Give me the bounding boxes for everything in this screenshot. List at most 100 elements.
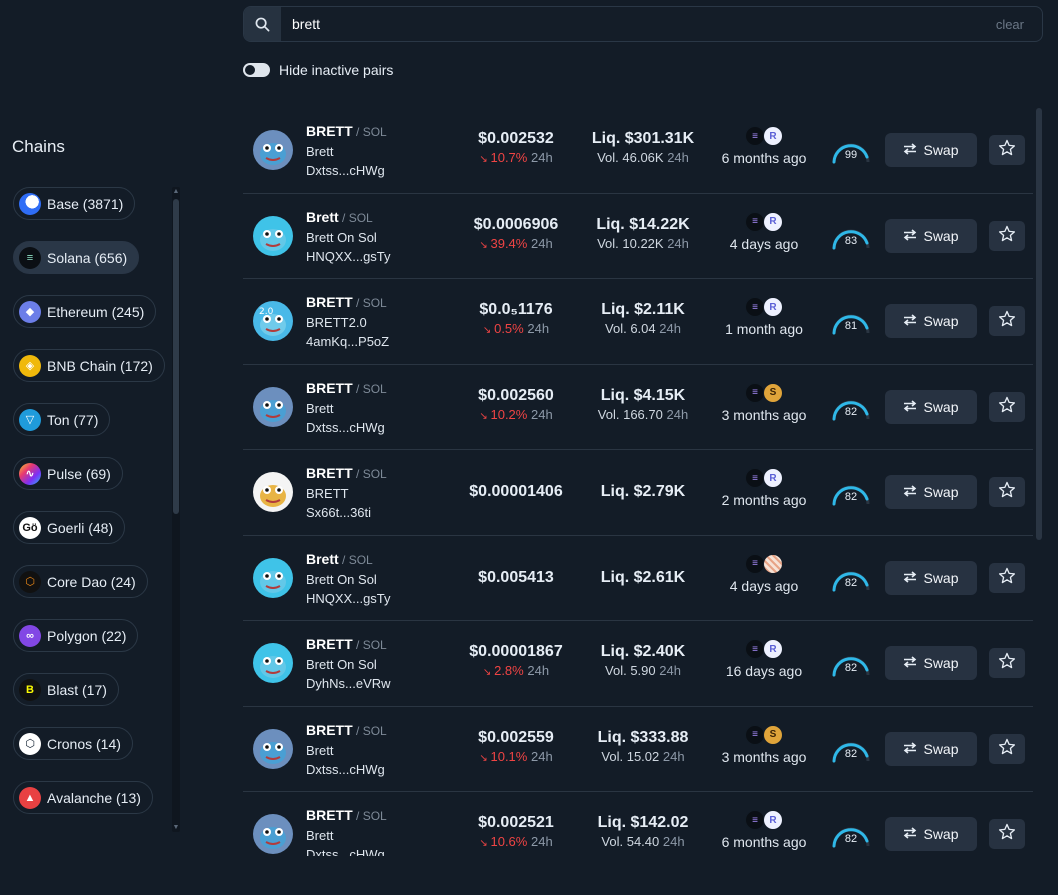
token-address[interactable]: Dxtss...cHWg [306,847,385,856]
price-change-value: 10.2% [490,406,528,422]
pair-row[interactable]: 2.0 BRETT / SOL BRETT2.0 4amKq...P5oZ $0.0₅1… [243,279,1033,365]
swap-button[interactable]: Swap [885,646,977,680]
sidebar-scrollbar[interactable]: ▲ ▼ [172,187,180,832]
price-value: $0.00001406 [469,483,563,500]
gauge-arc-icon [832,571,870,591]
volume-value: Vol. 46.06K [597,150,664,165]
gauge-arc-icon [832,143,870,164]
favorite-button[interactable] [989,733,1025,764]
quote-symbol: SOL [362,638,387,652]
pair-row[interactable]: Brett / SOL Brett On Sol HNQXX...gsTy $0.00… [243,536,1033,621]
solana-chain-icon: ≡ [745,553,765,574]
token-address[interactable]: Dxtss...cHWg [306,163,385,178]
swap-button[interactable]: Swap [885,218,977,253]
chain-chip[interactable]: ▽ Ton (77) [13,403,111,436]
token-info: BRETT / SOL BRETT2.0 4amKq...P5oZ [306,293,389,351]
favorite-button[interactable] [989,562,1025,593]
chain-chip[interactable]: ⬡ Cronos (14) [13,727,133,760]
pair-row[interactable]: BRETT / SOL BRETT Sx66t...36ti $0.00001406 L… [243,450,1033,536]
token-address[interactable]: Dxtss...cHWg [306,761,385,777]
chains-title: Chains [12,137,65,156]
token-info: BRETT / SOL Brett Dxtss...cHWg [306,379,387,437]
chain-chip[interactable]: ∞ Polygon (22) [13,619,139,652]
price-change: ↘ 10.6% 24h [451,834,581,849]
period-label: 24h [530,150,553,165]
chain-chip[interactable]: Gö Goerli (48) [13,511,126,544]
swap-button[interactable]: Swap [885,817,977,851]
period-label: 24h [667,150,689,165]
period-label: 24h [659,663,681,678]
pair-row[interactable]: Brett / SOL Brett On Sol HNQXX...gsTy $0.00… [243,194,1033,279]
chain-chip[interactable]: B Blast (17) [13,673,119,706]
cronos-icon: ⬡ [19,732,41,755]
liquidity-value: Liq. $301.31K [591,130,695,147]
chain-label: Pulse (69) [47,465,111,482]
token-address[interactable]: HNQXX...gsTy [306,248,391,264]
chain-chip[interactable]: ≡ Solana (656) [13,241,140,274]
swap-button[interactable]: Swap [885,389,977,424]
gauge-arc-icon [832,742,870,762]
chain-chip[interactable]: ◈ BNB Chain (172) [13,349,165,382]
gauge-arc-icon [832,827,870,848]
favorite-button[interactable] [989,391,1025,422]
swap-arrows-icon [903,570,917,586]
scroll-down-arrow-icon[interactable]: ▼ [172,824,180,831]
pair-row[interactable]: BRETT / SOL Brett Dxtss...cHWg $0.002532 ↘ 1… [243,108,1033,194]
star-icon [998,481,1016,503]
favorite-button[interactable] [989,220,1025,251]
down-arrow-icon: ↘ [479,752,491,764]
favorite-button[interactable] [989,819,1025,849]
chain-chip[interactable]: ⬡ Core Dao (24) [13,565,148,598]
token-address[interactable]: HNQXX...gsTy [306,590,391,606]
swap-button[interactable]: Swap [885,304,977,338]
token-name: Brett [306,828,334,843]
chain-chip[interactable]: Base (3871) [13,187,136,220]
pair-separator: / [352,381,363,396]
search-button[interactable] [244,7,281,41]
liquidity-value: Liq. $2.40K [600,643,686,660]
price-value: $0.0₅1176 [479,301,553,318]
token-address[interactable]: DyhNs...eVRw [306,676,391,691]
pair-age: 16 days ago [725,663,803,679]
pair-row[interactable]: BRETT / SOL Brett Dxtss...cHWg $0.002560 ↘ 1… [243,365,1033,450]
search-input[interactable] [281,7,996,41]
token-address[interactable]: Dxtss...cHWg [306,419,385,435]
favorite-button[interactable] [989,477,1025,507]
pair-row[interactable]: BRETT / SOL Brett Dxtss...cHWg $0.002521 ↘ 1… [243,792,1033,856]
dex-icons: ≡ R [709,639,819,659]
solana-icon: ≡ [19,246,41,269]
token-symbol: BRETT [306,807,353,823]
swap-label: Swap [923,227,959,244]
token-address[interactable]: 4amKq...P5oZ [306,334,390,349]
star-icon [998,139,1016,161]
chain-chip[interactable]: ▲ Avalanche (13) [13,781,153,814]
favorite-button[interactable] [989,648,1025,678]
pair-row[interactable]: BRETT / SOL Brett Dxtss...cHWg $0.002559 ↘ 1… [243,707,1033,792]
sidebar-scrollbar-thumb[interactable] [173,199,179,514]
swap-arrows-icon [903,399,917,415]
clear-button[interactable]: clear [995,16,1024,32]
token-symbol: BRETT [306,721,353,738]
favorite-button[interactable] [989,135,1025,165]
swap-label: Swap [923,398,959,415]
swap-arrows-icon [903,484,917,500]
swap-button[interactable]: Swap [885,731,977,766]
scroll-up-arrow-icon[interactable]: ▲ [172,188,180,195]
token-symbol: BRETT [306,636,353,652]
pair-row[interactable]: BRETT / SOL Brett On Sol DyhNs...eVRw $0.00… [243,621,1033,707]
token-symbol: BRETT [306,294,353,310]
token-info: BRETT / SOL BRETT Sx66t...36ti [306,464,387,522]
chain-chip[interactable]: ∿ Pulse (69) [13,457,123,490]
down-arrow-icon: ↘ [479,239,491,251]
period-label: 24h [666,406,689,422]
swap-button[interactable]: Swap [885,560,977,595]
swap-button[interactable]: Swap [885,133,977,167]
chain-chip[interactable]: ◆ Ethereum (245) [13,295,157,328]
hide-inactive-toggle[interactable] [243,63,270,77]
favorite-button[interactable] [989,306,1025,336]
search-bar: clear [243,6,1043,42]
pair-age: 3 months ago [721,406,807,423]
main-scrollbar-thumb[interactable] [1036,108,1042,540]
swap-button[interactable]: Swap [885,475,977,509]
token-address[interactable]: Sx66t...36ti [306,505,372,520]
